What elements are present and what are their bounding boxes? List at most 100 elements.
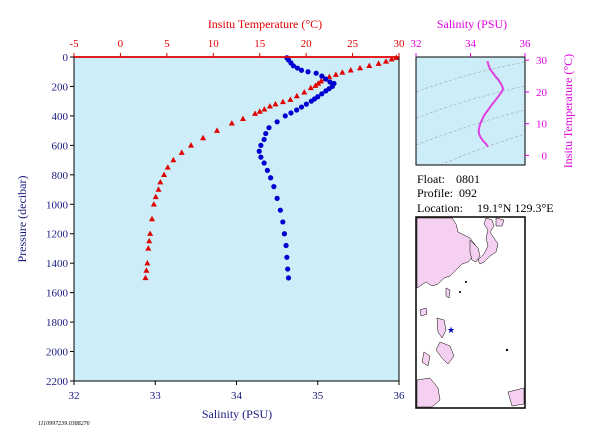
float-label: Float:	[417, 172, 445, 186]
temperature-point	[143, 267, 150, 273]
salinity-point	[323, 88, 329, 94]
profile-label: Profile:	[417, 186, 453, 200]
location-value: 19.1°N 129.3°E	[477, 201, 554, 215]
temperature-point	[287, 96, 294, 102]
temperature-point	[272, 100, 279, 107]
pressure-tick-label: 0	[63, 52, 69, 64]
salinity-point	[283, 242, 289, 249]
ts-salinity-tick-label: 36	[520, 38, 532, 50]
ts-temperature-tick-label: 0	[542, 150, 548, 162]
temperature-point	[147, 230, 154, 236]
temperature-point	[318, 78, 324, 84]
temperature-tick-label: 0	[118, 38, 124, 50]
salinity-point	[258, 154, 264, 160]
temperature-point	[149, 215, 155, 222]
temperature-tick-label: 20	[301, 38, 313, 50]
ts-temperature-tick-label: 30	[536, 55, 548, 67]
temperature-point	[261, 106, 268, 112]
pressure-axis-title: Pressure (decibar)	[15, 176, 29, 263]
salinity-series	[256, 55, 337, 281]
salinity-point	[294, 107, 300, 113]
temperature-point	[293, 92, 300, 99]
temperature-point	[188, 142, 194, 148]
temperature-point	[256, 108, 263, 114]
salinity-point	[256, 148, 262, 154]
salinity-point	[298, 104, 305, 110]
temperature-tick-label: 25	[347, 38, 359, 50]
ts-density-contours	[415, 61, 526, 166]
salinity-point	[282, 113, 288, 119]
ts-tick-labels: 32 34 36 0 10 20 30	[411, 38, 548, 162]
pressure-tick-label: 600	[52, 140, 69, 152]
salinity-point	[305, 69, 311, 75]
float-info: Float: 0801 Profile: 092 Location: 19.1°…	[417, 172, 554, 215]
salinity-tick-label: 36	[394, 390, 406, 402]
salinity-point	[288, 110, 294, 116]
temperature-point	[301, 89, 308, 95]
ts-temperature-title: Insitu Temperature (°C)	[561, 54, 575, 168]
salinity-point	[290, 63, 296, 69]
salinity-point	[327, 79, 333, 85]
salinity-point	[313, 70, 319, 76]
ts-plot-area	[416, 57, 525, 165]
salinity-point	[294, 65, 301, 71]
salinity-point	[303, 101, 309, 107]
salinity-point	[285, 275, 292, 281]
pressure-tick-label: 200	[52, 81, 69, 93]
salinity-point	[266, 125, 272, 131]
salinity-point	[285, 266, 291, 272]
salinity-point	[277, 207, 283, 213]
temperature-point	[142, 274, 149, 281]
temperature-point	[315, 80, 322, 86]
salinity-point	[281, 231, 288, 237]
ts-curve	[477, 60, 505, 148]
temperature-point	[146, 237, 153, 244]
temperature-axis-title: Insitu Temperature (°C)	[208, 17, 322, 31]
pressure-tick-label: 1800	[46, 317, 69, 329]
salinity-point	[268, 175, 274, 181]
float-value: 0801	[456, 172, 480, 186]
temperature-point	[228, 120, 235, 126]
temperature-point	[312, 82, 319, 88]
temperature-point	[200, 134, 207, 141]
salinity-point	[319, 91, 325, 97]
temperature-point	[366, 62, 373, 69]
location-label: Location:	[417, 201, 463, 215]
temperature-point	[307, 84, 314, 91]
salinity-tick-label: 33	[150, 390, 162, 402]
ts-salinity-title: Salinity (PSU)	[437, 17, 507, 31]
profile-panel: 0200400600800100012001400160018002000220…	[15, 17, 405, 421]
salinity-point	[323, 76, 329, 82]
temperature-point	[252, 110, 259, 116]
salinity-point	[274, 119, 280, 125]
map-land	[416, 217, 525, 408]
map-panel: ★	[415, 216, 526, 409]
footer-code: 1110997239.0388276	[38, 421, 90, 427]
temperature-tick-label: 15	[254, 38, 266, 50]
temperature-point	[161, 171, 168, 178]
salinity-point	[258, 142, 264, 148]
temperature-point	[266, 103, 273, 109]
temperature-tick-label: 5	[164, 38, 170, 50]
salinity-point	[319, 73, 325, 79]
salinity-tick-label: 35	[312, 390, 324, 402]
temperature-point	[150, 201, 157, 207]
salinity-point	[263, 130, 269, 137]
profile-plot-area	[74, 57, 399, 381]
temperature-point	[383, 58, 389, 64]
star-icon: ★	[447, 325, 455, 335]
pressure-tick-label: 2000	[46, 347, 69, 359]
temperature-point	[240, 115, 246, 122]
profile-value: 092	[459, 186, 477, 200]
temperature-point	[152, 193, 159, 200]
temperature-point	[144, 259, 151, 266]
temperature-point	[279, 98, 286, 105]
salinity-axis-title: Salinity (PSU)	[202, 407, 272, 421]
ts-panel: 32 34 36 0 10 20 30 Salinity (PSU) Insitu Temp…	[411, 17, 576, 168]
salinity-tick-label: 34	[231, 390, 243, 402]
ts-temperature-tick-label: 20	[536, 87, 548, 99]
pressure-tick-label: 2200	[46, 376, 69, 388]
temperature-point	[157, 178, 164, 185]
temperature-point	[357, 64, 363, 71]
